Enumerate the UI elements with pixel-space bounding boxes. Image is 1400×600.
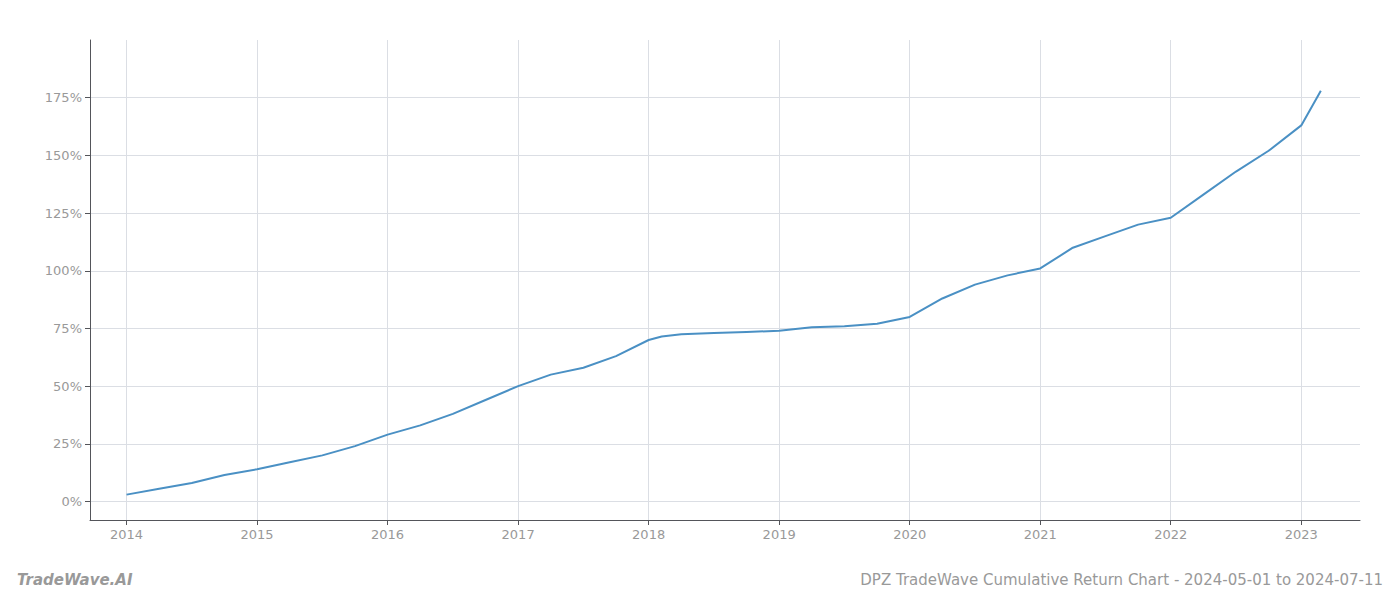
svg-text:100%: 100% (45, 263, 82, 278)
svg-text:2020: 2020 (893, 527, 926, 542)
svg-text:2016: 2016 (371, 527, 404, 542)
svg-text:0%: 0% (61, 494, 82, 509)
svg-text:2014: 2014 (110, 527, 143, 542)
svg-text:150%: 150% (45, 148, 82, 163)
svg-text:75%: 75% (53, 321, 82, 336)
svg-text:125%: 125% (45, 206, 82, 221)
svg-text:2017: 2017 (502, 527, 535, 542)
svg-text:50%: 50% (53, 379, 82, 394)
svg-text:2018: 2018 (632, 527, 665, 542)
svg-text:2023: 2023 (1285, 527, 1318, 542)
svg-text:25%: 25% (53, 436, 82, 451)
svg-text:DPZ TradeWave Cumulative Retur: DPZ TradeWave Cumulative Return Chart - … (860, 571, 1383, 589)
svg-text:2019: 2019 (763, 527, 796, 542)
svg-text:2021: 2021 (1024, 527, 1057, 542)
svg-text:2015: 2015 (241, 527, 274, 542)
svg-text:175%: 175% (45, 90, 82, 105)
svg-text:2022: 2022 (1154, 527, 1187, 542)
svg-text:TradeWave.AI: TradeWave.AI (17, 571, 133, 589)
